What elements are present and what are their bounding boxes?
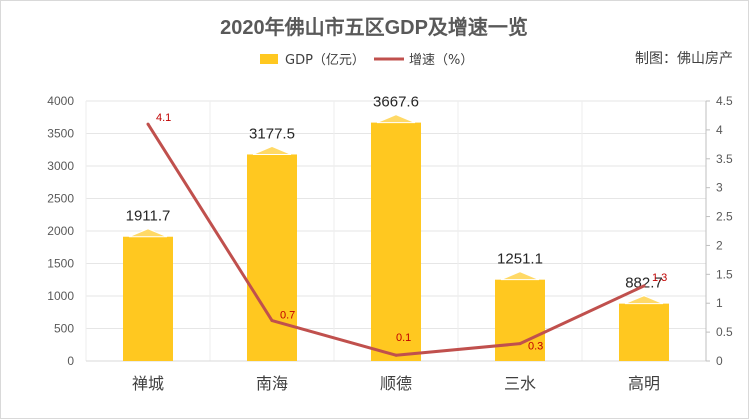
right-tick-label: 2 (716, 238, 723, 252)
chart-title: 2020年佛山市五区GDP及增速一览 (220, 15, 528, 39)
growth-point-label: 4.1 (156, 112, 171, 124)
growth-point (146, 122, 150, 126)
gdp-bar (371, 122, 421, 361)
legend-gdp-swatch (260, 54, 278, 64)
growth-point (394, 353, 398, 357)
right-axis: 0 0.5 1 1.5 2 2.5 3 3.5 4 4.5 (705, 94, 733, 368)
growth-point (642, 284, 646, 288)
growth-point-label: 1.3 (652, 272, 667, 284)
category-label: 南海 (256, 374, 288, 393)
category-label: 顺德 (380, 374, 412, 393)
growth-point-label: 0.7 (280, 310, 295, 322)
left-tick-label: 2500 (47, 192, 74, 206)
category-axis: 禅城 南海 顺德 三水 高明 (132, 374, 660, 393)
left-tick-label: 3000 (47, 159, 74, 173)
left-tick-label: 500 (54, 322, 74, 336)
legend-growth-label: 增速（%） (409, 53, 473, 68)
left-tick-label: 1000 (47, 289, 74, 303)
growth-point-label: 0.3 (528, 341, 543, 353)
gdp-bar-label: 3667.6 (373, 94, 419, 111)
gdp-bar-cap (376, 114, 416, 124)
category-label: 禅城 (132, 374, 164, 393)
gdp-bar (619, 303, 669, 361)
gdp-bar-cap (252, 145, 292, 155)
gdp-bar-label: 1911.7 (126, 208, 171, 225)
gdp-bar (247, 154, 297, 361)
left-tick-label: 3500 (47, 127, 74, 141)
growth-point-label: 0.1 (396, 332, 411, 344)
right-tick-label: 2.5 (716, 210, 733, 224)
right-tick-label: 0.5 (716, 325, 733, 339)
right-tick-label: 3 (716, 181, 723, 195)
right-tick-label: 1.5 (716, 267, 733, 281)
chart-credit: 制图：佛山房产 (635, 51, 733, 67)
legend-gdp-label: GDP（亿元） (285, 53, 365, 68)
category-label: 三水 (504, 374, 536, 393)
gdp-bar (123, 236, 173, 361)
left-tick-label: 1500 (47, 257, 74, 271)
gdp-bar-cap (128, 228, 168, 238)
right-tick-label: 1 (716, 296, 723, 310)
gdp-bars: 1911.7 3177.5 3667.6 1251.1 882.7 (123, 94, 669, 361)
category-label: 高明 (628, 374, 660, 393)
left-tick-label: 2000 (47, 224, 74, 238)
gdp-bar-cap (500, 271, 540, 281)
gdp-bar-label: 1251.1 (497, 251, 543, 268)
growth-point (270, 319, 274, 323)
right-tick-label: 0 (716, 354, 723, 368)
right-tick-label: 4.5 (716, 94, 733, 108)
left-tick-label: 0 (67, 354, 74, 368)
growth-point (518, 342, 522, 346)
left-tick-label: 4000 (47, 94, 74, 108)
right-tick-label: 3.5 (716, 152, 733, 166)
gdp-bar-cap (624, 295, 664, 305)
gdp-bar-label: 3177.5 (249, 125, 295, 142)
growth-line: 4.1 0.7 0.1 0.3 1.3 (146, 112, 667, 357)
right-tick-label: 4 (716, 123, 723, 137)
gdp-bar-label: 882.7 (625, 275, 663, 292)
left-axis: 0 500 1000 1500 2000 2500 3000 3500 4000 (47, 94, 74, 368)
gdp-bar (495, 279, 545, 361)
